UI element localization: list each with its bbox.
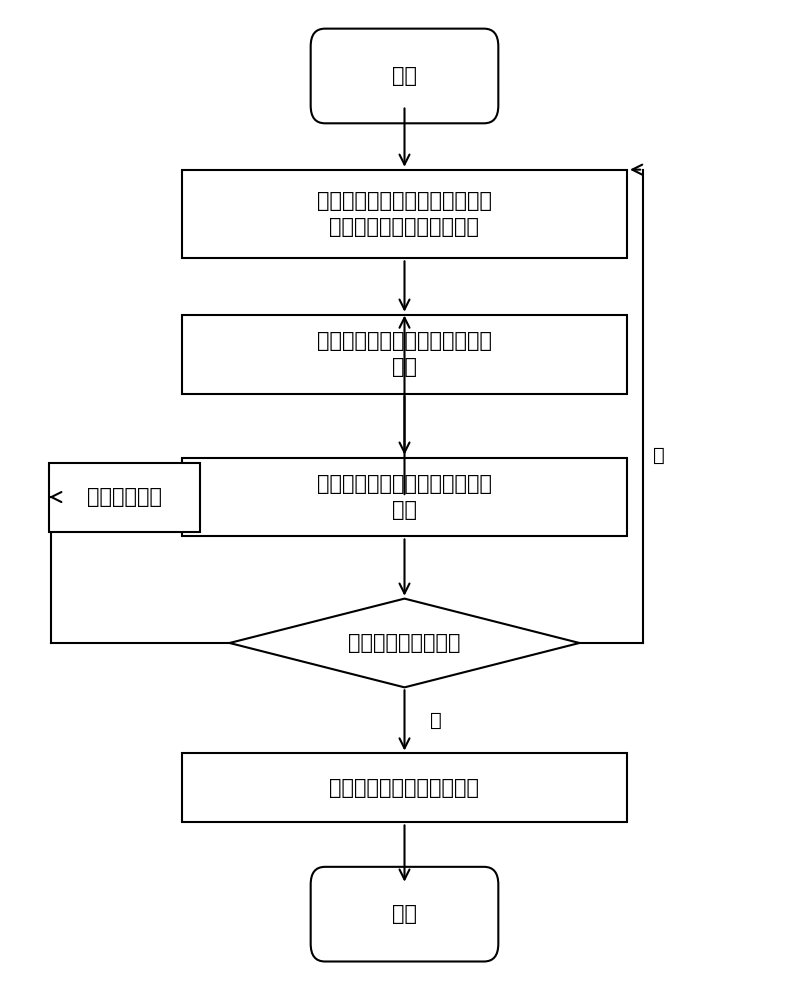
Bar xyxy=(182,170,627,258)
FancyBboxPatch shape xyxy=(311,867,498,962)
Text: 结束: 结束 xyxy=(392,904,417,924)
Bar xyxy=(182,753,627,822)
Bar xyxy=(49,463,200,532)
Polygon shape xyxy=(230,599,579,687)
Text: 计算链路预测指标、加权潮流燵
指标和光电加权波动燵指标: 计算链路预测指标、加权潮流燵 指标和光电加权波动燵指标 xyxy=(317,191,492,237)
Text: 选取初始故障: 选取初始故障 xyxy=(87,487,162,507)
Bar xyxy=(182,458,627,536)
Text: 是否满足结束判据？: 是否满足结束判据？ xyxy=(348,633,461,653)
Text: 开始: 开始 xyxy=(392,66,417,86)
Text: 输出光伏系统连锁故障序列: 输出光伏系统连锁故障序列 xyxy=(329,778,480,798)
Text: 运用非合作博弈理论计算各指标
权重: 运用非合作博弈理论计算各指标 权重 xyxy=(317,331,492,377)
Text: 否: 否 xyxy=(653,446,665,465)
Text: 得到光伏系统连锁故障预测综合
指标: 得到光伏系统连锁故障预测综合 指标 xyxy=(317,474,492,520)
Text: 是: 是 xyxy=(430,711,442,730)
FancyBboxPatch shape xyxy=(311,29,498,123)
Bar xyxy=(182,315,627,393)
